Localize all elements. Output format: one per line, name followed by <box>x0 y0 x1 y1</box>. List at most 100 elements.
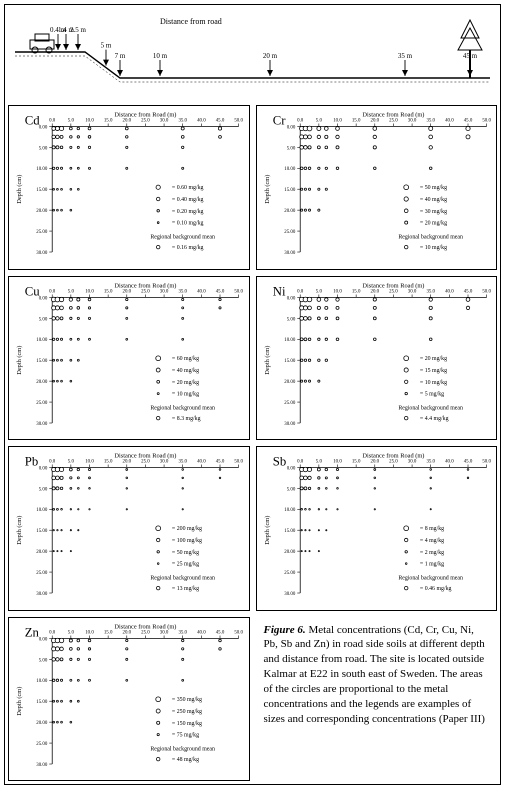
data-bubble <box>308 551 309 552</box>
data-bubble <box>304 167 307 170</box>
legend-bubble <box>404 209 408 213</box>
data-bubble <box>308 167 311 170</box>
svg-text:5.00: 5.00 <box>39 658 48 663</box>
data-bubble <box>335 146 338 149</box>
data-bubble <box>53 700 55 702</box>
data-bubble <box>429 297 432 300</box>
data-bubble <box>52 679 54 681</box>
data-bubble <box>69 638 72 641</box>
y-axis-label: Depth (cm) <box>16 516 23 545</box>
data-bubble <box>219 469 221 471</box>
svg-text:30.0: 30.0 <box>160 119 169 124</box>
legend-bg-label: Regional background mean <box>398 575 463 581</box>
data-bubble <box>429 146 432 149</box>
data-bubble <box>126 167 128 169</box>
svg-text:30.0: 30.0 <box>407 119 416 124</box>
data-bubble <box>304 508 306 510</box>
data-bubble <box>53 508 55 510</box>
road-marker-label: 45 m <box>463 52 478 60</box>
svg-text:40.0: 40.0 <box>445 460 454 465</box>
data-bubble <box>89 488 91 490</box>
data-bubble <box>89 477 91 479</box>
data-bubble <box>53 530 54 531</box>
data-bubble <box>52 657 55 660</box>
road-marker-label: 5 m <box>101 42 112 50</box>
legend-label: = 150 mg/kg <box>172 720 202 726</box>
data-bubble <box>324 127 328 131</box>
data-bubble <box>336 477 338 479</box>
panel-title: Sb <box>272 454 285 468</box>
legend-label: = 250 mg/kg <box>172 708 202 714</box>
data-bubble <box>219 306 221 308</box>
data-bubble <box>61 380 63 382</box>
data-bubble <box>88 136 91 139</box>
data-bubble <box>219 135 222 138</box>
svg-text:50.0: 50.0 <box>234 630 243 635</box>
data-bubble <box>70 509 71 510</box>
svg-text:0.0: 0.0 <box>297 460 304 465</box>
svg-text:0.00: 0.00 <box>39 637 48 642</box>
data-bubble <box>77 639 80 642</box>
legend-bg-label: Regional background mean <box>398 405 463 411</box>
data-bubble <box>308 508 310 510</box>
legend-bubble <box>157 222 159 224</box>
data-bubble <box>373 477 375 479</box>
legend-bg-value: = 0.46 mg/kg <box>419 586 451 592</box>
data-bubble <box>299 316 303 320</box>
data-bubble <box>428 126 432 130</box>
data-bubble <box>77 477 79 479</box>
panel-pb: 0.05.010.015.020.025.030.035.040.045.050… <box>8 446 250 611</box>
svg-text:20.00: 20.00 <box>284 209 296 214</box>
legend-label: = 50 mg/kg <box>172 550 199 556</box>
legend-label: = 200 mg/kg <box>172 526 202 532</box>
data-bubble <box>301 551 302 552</box>
svg-text:10.0: 10.0 <box>333 289 342 294</box>
data-bubble <box>88 639 91 642</box>
data-bubble <box>304 209 306 211</box>
svg-text:40.0: 40.0 <box>445 289 454 294</box>
data-bubble <box>69 468 72 471</box>
svg-text:0.0: 0.0 <box>297 289 304 294</box>
legend-bubble <box>156 355 161 360</box>
svg-text:30.00: 30.00 <box>284 251 296 256</box>
data-bubble <box>317 380 319 382</box>
road-marker-label: 2.5 m <box>70 26 87 34</box>
data-bubble <box>300 487 303 490</box>
svg-text:20.00: 20.00 <box>36 380 48 385</box>
panel-cr: 0.05.010.015.020.025.030.035.040.045.050… <box>256 105 498 270</box>
svg-text:25.00: 25.00 <box>284 230 296 235</box>
svg-text:15.00: 15.00 <box>36 188 48 193</box>
svg-text:20.0: 20.0 <box>123 460 132 465</box>
svg-text:30.0: 30.0 <box>160 289 169 294</box>
data-bubble <box>77 146 79 148</box>
svg-text:45.0: 45.0 <box>463 119 472 124</box>
legend-label: = 0.20 mg/kg <box>172 209 204 215</box>
data-bubble <box>429 337 432 340</box>
data-bubble <box>304 530 305 531</box>
data-bubble <box>325 509 326 510</box>
svg-text:10.00: 10.00 <box>36 338 48 343</box>
data-bubble <box>59 467 63 471</box>
data-bubble <box>373 316 376 319</box>
svg-text:0.0: 0.0 <box>49 630 56 635</box>
legend-label: = 8 mg/kg <box>419 526 443 532</box>
data-bubble <box>317 135 320 138</box>
data-bubble <box>430 488 431 489</box>
legend-label: = 40 mg/kg <box>172 367 199 373</box>
data-bubble <box>61 530 62 531</box>
data-bubble <box>336 316 339 319</box>
svg-text:15.0: 15.0 <box>351 119 360 124</box>
data-bubble <box>304 337 307 340</box>
data-bubble <box>317 338 319 340</box>
road-marker-label: 7 m <box>115 52 126 60</box>
svg-text:5.0: 5.0 <box>315 119 322 124</box>
y-axis-label: Depth (cm) <box>263 175 270 204</box>
data-bubble <box>467 469 469 471</box>
data-bubble <box>126 298 128 300</box>
svg-text:50.0: 50.0 <box>234 119 243 124</box>
x-axis-label: Distance from Road (m) <box>362 453 424 460</box>
legend-label: = 60 mg/kg <box>172 356 199 362</box>
data-bubble <box>56 657 59 660</box>
data-bubble <box>77 468 79 470</box>
data-bubble <box>57 380 59 382</box>
